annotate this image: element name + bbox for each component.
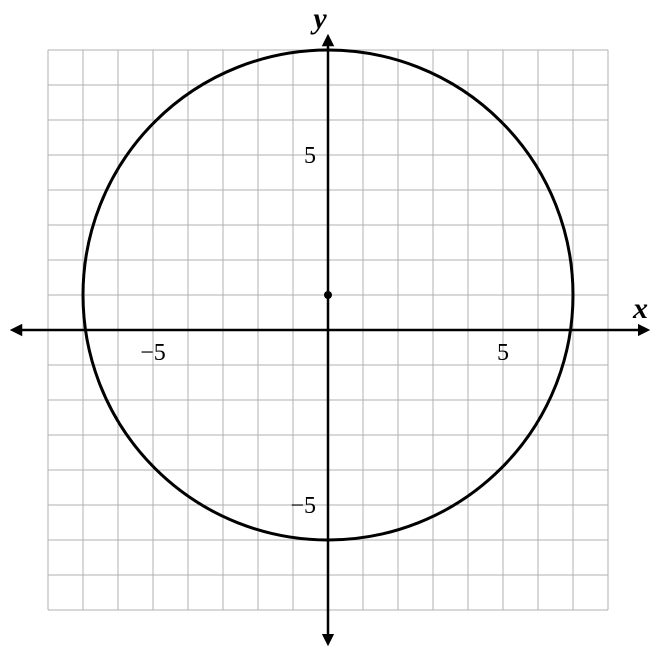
x-tick-label: −5 bbox=[140, 340, 166, 366]
y-axis-label: y bbox=[310, 2, 327, 35]
circle-graph-container: −5 5 5 −5 y x bbox=[0, 0, 659, 659]
x-axis-label: x bbox=[632, 292, 648, 325]
graph-svg: −5 5 5 −5 y x bbox=[0, 0, 659, 659]
y-tick-label: 5 bbox=[304, 143, 316, 169]
x-tick-label: 5 bbox=[497, 340, 509, 366]
center-point bbox=[324, 291, 332, 299]
y-tick-label: −5 bbox=[290, 493, 316, 519]
